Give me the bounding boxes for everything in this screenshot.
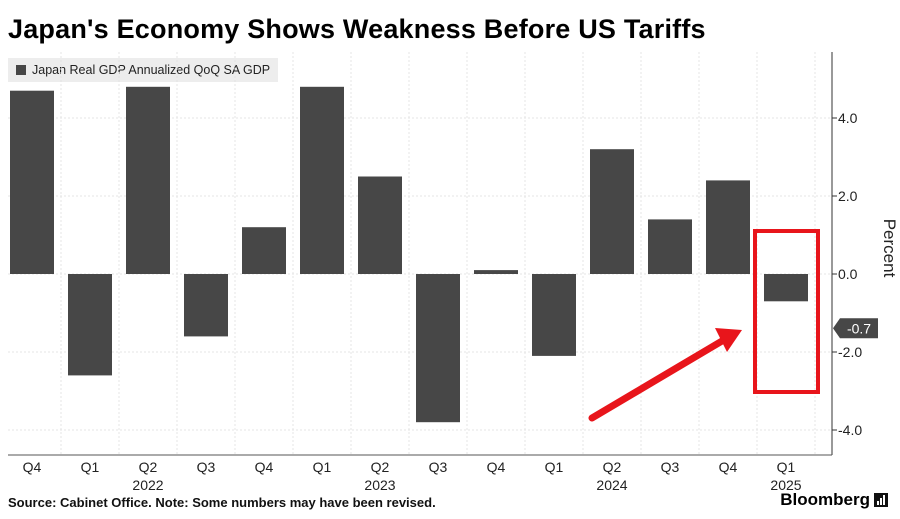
x-tick-label: Q2 bbox=[139, 459, 158, 475]
legend: Japan Real GDP Annualized QoQ SA GDP bbox=[8, 58, 279, 82]
x-year-label: 2022 bbox=[132, 477, 163, 493]
bar-chart-icon bbox=[874, 493, 888, 507]
x-year-label: 2024 bbox=[596, 477, 627, 493]
bar bbox=[648, 219, 692, 274]
chart-title: Japan's Economy Shows Weakness Before US… bbox=[8, 14, 706, 44]
last-value-label: -0.7 bbox=[847, 320, 871, 336]
highlight-arrow-shaft bbox=[588, 337, 726, 422]
last-value-tag bbox=[833, 318, 878, 339]
x-tick-label: Q4 bbox=[23, 459, 42, 475]
y-tick-label: 4.0 bbox=[838, 110, 858, 126]
x-tick-label: Q3 bbox=[661, 459, 680, 475]
bar bbox=[10, 90, 54, 274]
bar bbox=[126, 86, 170, 274]
x-tick-label: Q4 bbox=[255, 459, 274, 475]
source-note: Source: Cabinet Office. Note: Some numbe… bbox=[8, 495, 436, 510]
x-year-label: 2023 bbox=[364, 477, 395, 493]
bar bbox=[590, 149, 634, 274]
bar bbox=[242, 227, 286, 274]
x-tick-label: Q1 bbox=[313, 459, 332, 475]
x-tick-label: Q3 bbox=[197, 459, 216, 475]
x-tick-label: Q1 bbox=[777, 459, 796, 475]
x-tick-label: Q1 bbox=[545, 459, 564, 475]
y-tick-label: -4.0 bbox=[838, 422, 862, 438]
bar bbox=[68, 274, 112, 376]
legend-label: Japan Real GDP Annualized QoQ SA GDP bbox=[32, 63, 271, 77]
brand-name: Bloomberg bbox=[780, 490, 870, 509]
x-tick-label: Q2 bbox=[371, 459, 390, 475]
bar bbox=[300, 86, 344, 274]
x-tick-label: Q4 bbox=[719, 459, 738, 475]
bar bbox=[706, 180, 750, 274]
bar bbox=[358, 176, 402, 274]
y-tick-label: 2.0 bbox=[838, 188, 858, 204]
highlight-box bbox=[753, 229, 820, 394]
y-tick-label: -2.0 bbox=[838, 344, 862, 360]
legend-swatch bbox=[16, 65, 26, 75]
bar bbox=[532, 274, 576, 356]
bar bbox=[764, 274, 808, 302]
y-tick-label: 0.0 bbox=[838, 266, 858, 282]
highlight-arrow-head bbox=[715, 328, 742, 352]
bar bbox=[184, 274, 228, 337]
bar bbox=[474, 270, 518, 274]
bloomberg-logo: Bloomberg bbox=[780, 490, 888, 510]
x-year-label: 2025 bbox=[770, 477, 801, 493]
x-tick-label: Q3 bbox=[429, 459, 448, 475]
x-tick-label: Q2 bbox=[603, 459, 622, 475]
x-tick-label: Q1 bbox=[81, 459, 100, 475]
x-tick-label: Q4 bbox=[487, 459, 506, 475]
y-axis-title: Percent bbox=[880, 219, 899, 278]
bar bbox=[416, 274, 460, 423]
